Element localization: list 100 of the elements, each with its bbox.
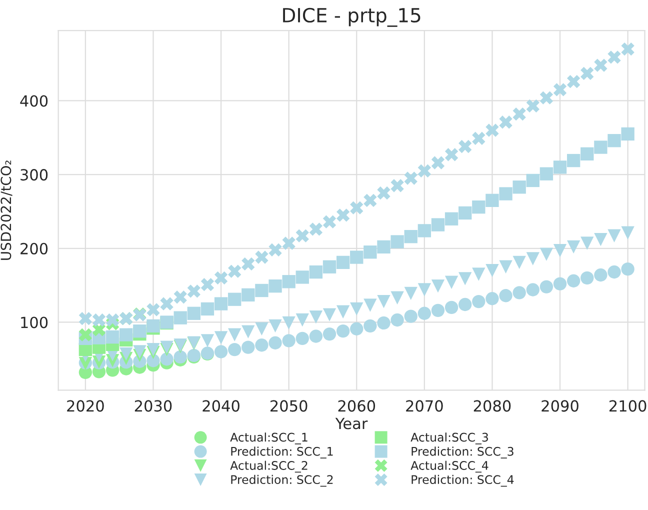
point <box>404 310 418 323</box>
point <box>390 313 404 327</box>
point <box>214 297 228 310</box>
x-tick-label: 2020 <box>67 400 104 412</box>
point <box>594 58 608 72</box>
point <box>580 236 594 250</box>
point <box>621 42 634 56</box>
point <box>486 292 499 306</box>
point <box>526 252 540 266</box>
point <box>228 292 242 306</box>
x-tick-label: 2090 <box>542 400 578 412</box>
point <box>350 322 364 336</box>
point <box>268 319 282 333</box>
point <box>566 154 580 168</box>
point <box>187 306 200 320</box>
point <box>160 340 174 354</box>
point <box>608 50 621 64</box>
point <box>296 313 309 327</box>
point <box>296 229 309 242</box>
point <box>282 236 296 250</box>
point <box>526 99 540 112</box>
point <box>486 264 499 278</box>
x-tick-label: 2030 <box>134 400 172 412</box>
point <box>296 270 309 284</box>
point <box>187 284 200 298</box>
point <box>390 235 404 248</box>
point <box>255 250 268 264</box>
point <box>364 194 377 207</box>
point <box>268 279 282 293</box>
point <box>499 187 512 200</box>
x-tick-label: 2070 <box>406 400 443 412</box>
point <box>120 328 133 342</box>
point <box>322 260 336 274</box>
point <box>160 352 174 366</box>
point <box>390 291 404 304</box>
point <box>418 164 432 178</box>
point <box>377 294 390 308</box>
point <box>594 140 608 154</box>
x-tick-label: 2100 <box>609 400 646 412</box>
x-tick-label: 2050 <box>270 400 308 412</box>
point <box>78 328 92 342</box>
point <box>458 272 472 286</box>
y-axis-title: USD2022/tCO₂ <box>0 160 12 260</box>
legend-label: Actual:SCC_2 <box>230 460 308 473</box>
point <box>160 297 174 310</box>
point <box>296 332 309 346</box>
point <box>174 290 187 304</box>
legend-label: Prediction: SCC_4 <box>412 474 514 487</box>
point <box>512 107 526 121</box>
point <box>242 288 255 302</box>
point <box>120 347 133 361</box>
point <box>499 260 512 274</box>
point <box>255 338 268 352</box>
legend-label: Prediction: SCC_1 <box>231 446 333 458</box>
point <box>309 265 323 279</box>
point <box>282 275 296 288</box>
point <box>472 268 486 281</box>
point <box>566 240 580 254</box>
point <box>242 325 255 338</box>
point <box>255 322 268 336</box>
point <box>566 74 580 88</box>
chart-title: DICE - prtp_15 <box>283 8 420 27</box>
point <box>608 265 621 279</box>
point <box>106 313 120 327</box>
point <box>418 224 432 238</box>
x-tick-label: 2060 <box>338 400 376 412</box>
point <box>444 276 458 289</box>
point <box>200 334 214 348</box>
point <box>174 311 187 324</box>
point <box>92 313 106 327</box>
point <box>228 342 242 356</box>
point <box>444 300 458 314</box>
point <box>566 274 580 288</box>
point <box>418 306 432 320</box>
point <box>377 186 390 200</box>
point <box>255 284 268 298</box>
y-tick-label: 400 <box>20 95 48 107</box>
point <box>404 230 418 244</box>
point <box>377 240 390 254</box>
point <box>540 280 554 294</box>
point <box>553 244 567 258</box>
point <box>336 256 350 270</box>
point <box>553 83 567 96</box>
point <box>621 127 634 141</box>
point <box>444 212 458 226</box>
point <box>336 208 350 222</box>
point <box>526 174 540 188</box>
point <box>431 156 445 170</box>
point <box>322 327 336 341</box>
point <box>78 312 92 326</box>
point <box>553 160 567 174</box>
point <box>458 206 472 220</box>
point <box>146 342 160 356</box>
point <box>106 330 120 344</box>
point <box>133 345 146 358</box>
point <box>553 277 567 290</box>
point <box>268 243 282 256</box>
point <box>404 172 418 185</box>
point <box>350 201 364 214</box>
point <box>390 179 404 192</box>
